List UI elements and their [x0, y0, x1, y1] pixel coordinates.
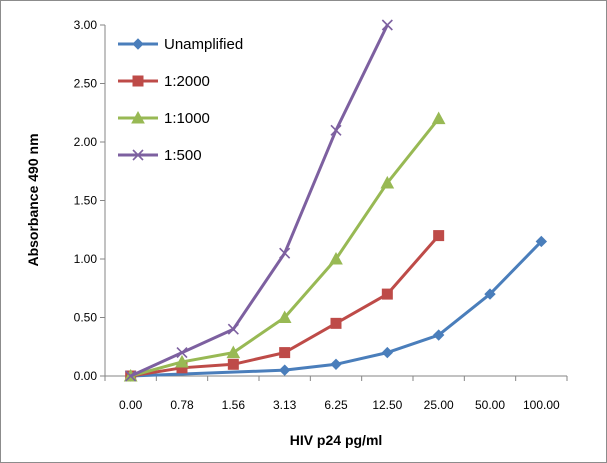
data-point	[175, 354, 189, 368]
legend: Unamplified 1:2000 1:1000 1:500	[118, 36, 243, 164]
x-axis-title: HIV p24 pg/ml	[290, 432, 383, 448]
x-marker-stroke	[132, 149, 144, 161]
data-point	[330, 358, 342, 371]
data-point	[535, 235, 548, 248]
legend-marker	[132, 38, 144, 50]
x-tick-label: 1.56	[222, 398, 246, 412]
data-point	[278, 364, 291, 376]
data-point	[433, 230, 445, 242]
x-tick-label: 12.50	[372, 398, 402, 412]
data-point	[431, 111, 446, 125]
legend-label: 1:1000	[164, 110, 210, 127]
data-point	[329, 251, 343, 265]
y-tick-label: 2.50	[74, 77, 98, 91]
legend-item: 1:500	[118, 147, 202, 164]
legend-marker	[132, 149, 144, 161]
data-point	[277, 310, 292, 323]
x-marker-stroke	[279, 247, 291, 259]
data-point	[380, 175, 395, 189]
x-marker-stroke	[176, 347, 188, 359]
x-tick-label: 25.00	[424, 398, 454, 412]
data-point	[279, 247, 291, 259]
series-1-1000	[123, 111, 446, 382]
legend-item: 1:2000	[118, 73, 210, 90]
data-point	[227, 323, 239, 335]
legend-item: Unamplified	[118, 36, 243, 53]
y-axis-title: Absorbance 490 nm	[25, 133, 41, 266]
data-point	[381, 346, 394, 359]
data-point	[330, 124, 342, 136]
plot-area: 0.00 0.50 1.00 1.50 2.00 2.50 3.00 0.00 0.78 1.56…	[74, 18, 568, 412]
x-tick-label: 50.00	[475, 398, 505, 412]
data-point	[432, 329, 445, 341]
series-1-500	[125, 19, 393, 382]
data-point	[226, 345, 241, 359]
data-point	[381, 19, 393, 31]
y-tick-label: 2.00	[74, 135, 98, 149]
data-point	[330, 317, 342, 329]
y-tick-label: 1.50	[74, 194, 98, 208]
legend-label: Unamplified	[164, 36, 243, 53]
x-marker-stroke	[381, 19, 393, 31]
data-point	[484, 288, 496, 300]
x-tick-label: 0.78	[170, 398, 194, 412]
data-point	[381, 288, 393, 300]
data-point	[227, 358, 239, 370]
x-tick-label: 3.13	[273, 398, 297, 412]
y-tick-label: 3.00	[74, 18, 98, 32]
series-line	[130, 24, 389, 378]
y-tick-label: 0.50	[74, 311, 98, 325]
data-point	[176, 347, 188, 359]
legend-label: 1:500	[164, 147, 202, 164]
x-tick-label: 0.00	[119, 398, 143, 412]
x-marker-stroke	[125, 370, 137, 382]
x-marker-stroke	[227, 323, 239, 335]
x-marker-stroke	[330, 124, 342, 136]
data-point	[279, 347, 291, 359]
y-tick-label: 1.00	[74, 252, 98, 266]
x-tick-label: 6.25	[324, 398, 348, 412]
legend-marker	[132, 75, 144, 87]
legend-item: 1:1000	[118, 110, 210, 127]
legend-label: 1:2000	[164, 73, 210, 90]
y-tick-label: 0.00	[74, 369, 98, 383]
legend-marker	[131, 110, 145, 124]
x-tick-label: 100.00	[523, 398, 560, 412]
data-point	[125, 370, 137, 382]
